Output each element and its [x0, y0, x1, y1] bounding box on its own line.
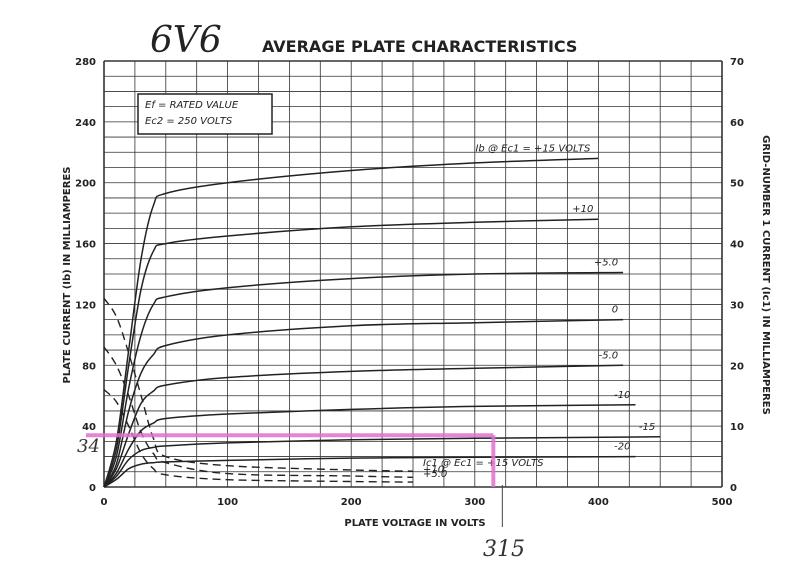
- condition-ef: Ef = RATED VALUE: [145, 100, 239, 111]
- grid-current-curve: [103, 389, 414, 483]
- grid-curve-label: +5.0: [423, 469, 447, 480]
- grid-curve-label: +10: [423, 464, 444, 475]
- grid-current-curve: [103, 297, 414, 472]
- handwritten-y-value: 34: [77, 436, 100, 457]
- x-axis-label: PLATE VOLTAGE IN VOLTS: [344, 518, 485, 529]
- y-left-tick-label: 40: [82, 422, 96, 433]
- handwritten-x-value: 315: [483, 537, 525, 562]
- y-right-tick-label: 0: [730, 483, 737, 494]
- y-right-tick-label: 60: [730, 118, 744, 129]
- plate-curve-label: -20: [614, 442, 630, 453]
- x-tick-label: 0: [101, 497, 108, 508]
- y-left-tick-label: 80: [82, 361, 96, 372]
- plate-current-curve: [103, 218, 599, 488]
- y-right-tick-label: 30: [730, 300, 744, 311]
- plate-curve-label: Ib @ Ec1 = +15 VOLTS: [475, 143, 591, 154]
- plate-current-curves: Ib @ Ec1 = +15 VOLTS+10+5.00-5.0-10-15-2…: [103, 143, 661, 488]
- y-left-tick-label: 280: [75, 57, 96, 68]
- y-right-tick-label: 20: [730, 361, 744, 372]
- y-left-tick-label: 240: [75, 118, 96, 129]
- y-left-tick-label: 0: [89, 483, 96, 494]
- grid-current-curves: Ic1 @ Ec1 = +15 VOLTS+10+5.0: [103, 297, 544, 483]
- x-tick-label: 500: [712, 497, 733, 508]
- y-left-tick-label: 120: [75, 300, 96, 311]
- grid-curve-label: Ic1 @ Ec1 = +15 VOLTS: [423, 458, 544, 469]
- plate-current-curve: [103, 436, 661, 488]
- x-tick-label: 300: [464, 497, 485, 508]
- x-tick-label: 100: [217, 497, 238, 508]
- y-left-tick-label: 200: [75, 179, 96, 190]
- tick-labels: 0 100 200 300 400 500040801201602002402800102…: [75, 57, 744, 508]
- y-right-tick-label: 70: [730, 57, 744, 68]
- x-tick-label: 200: [341, 497, 362, 508]
- plate-curve-label: 0: [612, 305, 618, 316]
- y-axis-label-left: PLATE CURRENT (Ib) IN MILLIAMPERES: [62, 167, 73, 384]
- condition-ec2: Ec2 = 250 VOLTS: [145, 116, 233, 127]
- plate-current-curve: [103, 271, 624, 488]
- plate-curve-label: +10: [572, 204, 593, 215]
- plate-curve-label: -15: [639, 422, 655, 433]
- plate-current-curve: [103, 404, 636, 488]
- grid-current-curve: [103, 346, 414, 478]
- plate-current-curve: [103, 364, 624, 488]
- plate-curve-label: -5.0: [599, 350, 619, 361]
- tube-label: 6V6: [150, 20, 222, 61]
- chart-title: AVERAGE PLATE CHARACTERISTICS: [262, 37, 577, 56]
- plate-curve-label: +5.0: [594, 257, 618, 268]
- y-axis-label-right: GRID-NUMBER 1 CURRENT (Ic1) IN MILLIAMPE…: [760, 135, 771, 415]
- y-left-tick-label: 160: [75, 240, 96, 251]
- plate-current-curve: [103, 318, 624, 488]
- highlight-marker: [86, 433, 503, 527]
- y-right-tick-label: 10: [730, 422, 744, 433]
- plate-curve-label: -10: [614, 390, 630, 401]
- plate-current-curve: [103, 157, 599, 488]
- plate-current-curve: [103, 455, 636, 488]
- conditions-box: [137, 93, 273, 135]
- y-right-tick-label: 50: [730, 179, 744, 190]
- y-right-tick-label: 40: [730, 240, 744, 251]
- x-tick-label: 400: [588, 497, 609, 508]
